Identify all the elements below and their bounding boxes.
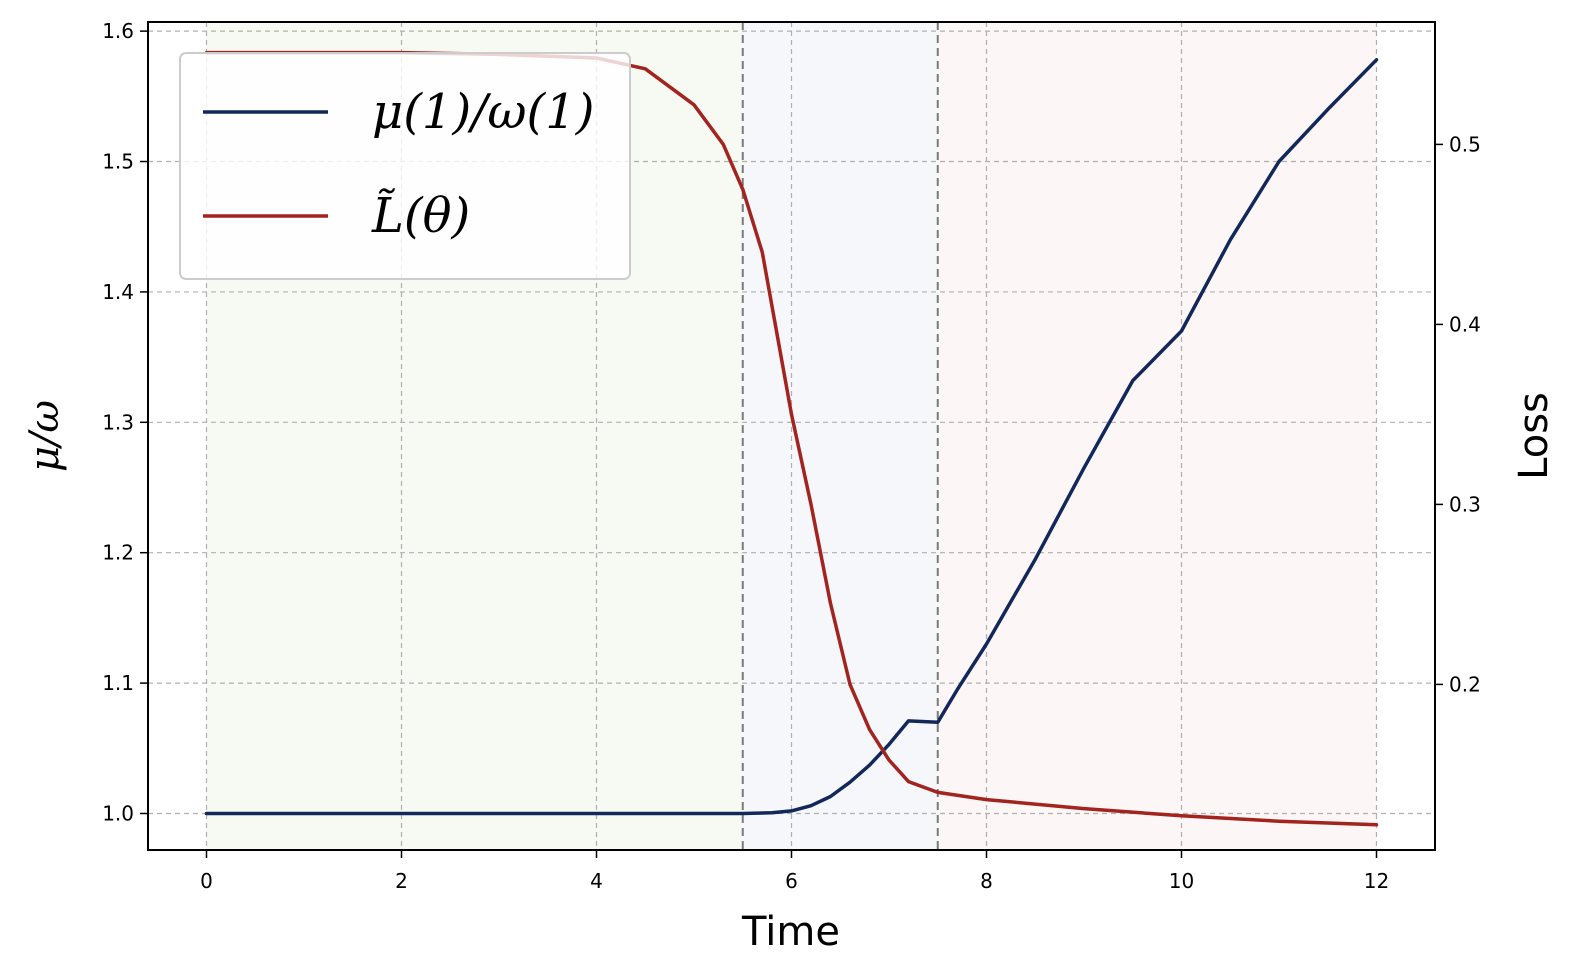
legend: μ(1)/ω(1) L̃(θ)	[179, 52, 631, 280]
x-tick-label: 2	[395, 869, 408, 893]
y-left-tick-label: 1.0	[102, 801, 134, 825]
y-right-tick-label: 0.2	[1449, 672, 1481, 696]
y-right-tick-label: 0.4	[1449, 312, 1481, 336]
y-right-tick-label: 0.5	[1449, 132, 1481, 156]
y-left-tick-label: 1.6	[102, 19, 134, 43]
y-left-tick-label: 1.4	[102, 280, 134, 304]
y-right-tick-label: 0.3	[1449, 492, 1481, 516]
x-tick-label: 6	[785, 869, 798, 893]
y-axis-label-right: Loss	[1511, 392, 1557, 480]
legend-box	[179, 52, 631, 280]
x-tick-label: 10	[1169, 869, 1194, 893]
x-tick-label: 8	[980, 869, 993, 893]
legend-label-mu: μ(1)/ω(1)	[372, 84, 595, 140]
x-axis-label: Time	[741, 909, 840, 955]
phase-region-2	[937, 22, 1377, 850]
x-tick-label: 12	[1364, 869, 1389, 893]
y-left-tick-label: 1.2	[102, 541, 134, 565]
y-axis-label-left: μ/ω	[22, 400, 68, 472]
phase-region-1	[742, 22, 938, 850]
x-tick-label: 4	[590, 869, 603, 893]
y-left-tick-label: 1.3	[102, 410, 134, 434]
series-line-0	[204, 58, 1379, 816]
y-left-tick-label: 1.5	[102, 150, 134, 174]
legend-label-loss: L̃(θ)	[371, 186, 470, 244]
y-left-tick-label: 1.1	[102, 671, 134, 695]
x-tick-label: 0	[200, 869, 213, 893]
